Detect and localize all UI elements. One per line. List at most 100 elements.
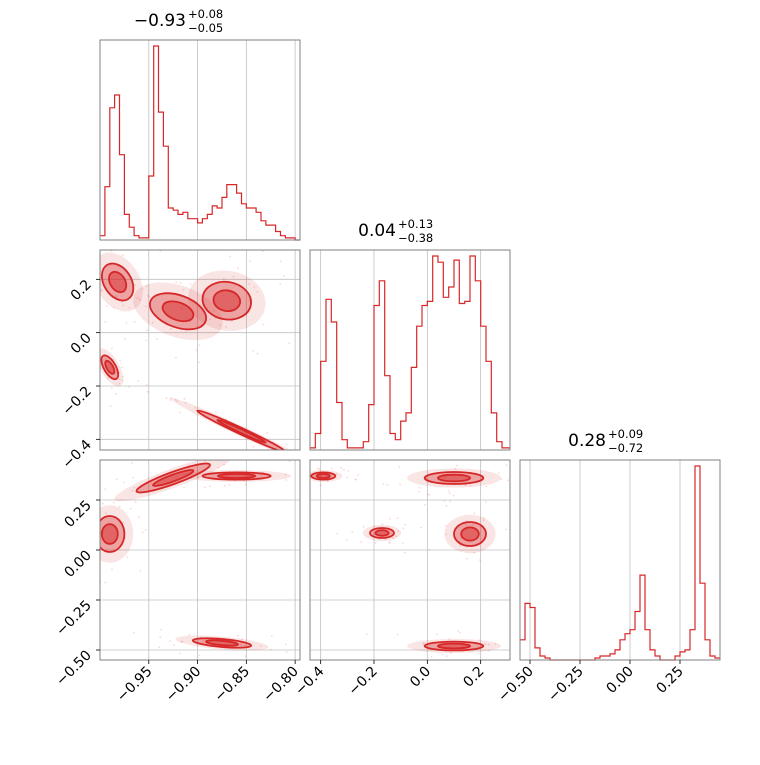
panel-p2_vs_p1-cluster-4-contour-inner (460, 526, 480, 542)
x-tick-label-1-2: 0.0 (407, 664, 434, 691)
panel-p1_vs_p0-cluster-2-point-25 (279, 283, 282, 286)
panel-p2_vs_p0-cluster-3-point-18 (183, 486, 185, 489)
panel-p2_vs_p0-cluster-4-point-0 (172, 644, 175, 647)
panel-p1_vs_p0-cluster-3-point-23 (334, 275, 336, 277)
panel-p1_vs_p0-cluster-5-point-5 (194, 407, 197, 409)
panel-p2_vs_p0-cluster-1-point-11 (88, 568, 90, 570)
panel-p2_vs_p1-cluster-5-point-22 (448, 638, 451, 640)
panel-p1_vs_p0-cluster-2-point-17 (198, 344, 201, 347)
panel-p2_vs_p0-cluster-3-point-16 (244, 483, 247, 486)
panel-p2_vs_p1-cluster-1-point-26 (318, 468, 321, 470)
hist-0-title-minus: −0.05 (188, 21, 223, 35)
panel-p2_vs_p0-cluster-1-point-6 (126, 556, 129, 559)
panel-p1_vs_p0-cluster-2-point-18 (122, 304, 125, 307)
panel-p1_vs_p0-cluster-5-point-9 (169, 397, 172, 400)
panel-p2_vs_p1-cluster-3-point-26 (362, 525, 365, 528)
panel-p1_vs_p0-cluster-1-point-12 (139, 298, 141, 301)
panel-p2_vs_p1-cluster-3-point-13 (396, 517, 399, 520)
panel-p1_vs_p0-cluster-5-point-22 (302, 455, 304, 457)
panel-p1_vs_p0-cluster-1-point-10 (134, 284, 137, 286)
hist-2-title-minus: −0.72 (608, 441, 643, 455)
panel-p1_vs_p0-cluster-2-point-14 (209, 318, 212, 321)
panel-p2_vs_p1-cluster-4-point-1 (465, 557, 468, 560)
panel-p1_vs_p0-cluster-4-point-9 (91, 326, 93, 328)
panel-p2_vs_p1-cluster-1-point-8 (354, 478, 357, 481)
panel-p1_vs_p0-cluster-5-point-21 (174, 398, 177, 401)
panel-p2_vs_p1-cluster-4-point-17 (483, 517, 485, 520)
panel-p2_vs_p1-cluster-1-point-27 (288, 472, 290, 474)
panel-p2_vs_p1-cluster-1-point-14 (302, 473, 304, 475)
panel-p1_vs_p0-cluster-3-point-18 (180, 307, 183, 310)
panel-p2_vs_p1-cluster-4-point-23 (445, 504, 448, 507)
panel-p2_vs_p1-cluster-3-point-0 (360, 541, 363, 543)
panel-p1_vs_p0-cluster-4-point-19 (111, 387, 113, 389)
panel-p2_vs_p1-cluster-5-point-17 (487, 643, 490, 646)
panel-p2_vs_p1-cluster-5-point-20 (459, 631, 461, 634)
panel-p2_vs_p1-cluster-4-point-24 (473, 512, 476, 515)
x-tick-label-1-1: −0.2 (345, 664, 380, 699)
panel-p2_vs_p0-cluster-4-point-8 (240, 643, 243, 646)
panel-p2_vs_p0-cluster-2-point-27 (260, 431, 262, 433)
panel-p2_vs_p1-cluster-4-point-27 (428, 549, 431, 551)
panel-p1_vs_p0-cluster-2-point-2 (237, 267, 240, 269)
panel-p1_vs_p0-cluster-1-point-23 (65, 243, 67, 245)
panel-p2_vs_p0-cluster-1-point-1 (89, 544, 91, 546)
panel-p1_vs_p0-cluster-4-point-25 (118, 382, 121, 385)
panel-p2_vs_p1-cluster-3-point-27 (389, 518, 392, 520)
panel-p2_vs_p0-frame (99, 459, 301, 661)
panel-p2_vs_p0-cluster-4-point-19 (237, 634, 239, 637)
panel-p1_vs_p0-cluster-4-point-12 (137, 380, 139, 382)
panel-p2_vs_p0-cluster-3-point-14 (203, 486, 206, 489)
panel-p2_vs_p1-cluster-5-point-14 (423, 642, 425, 645)
x-tick-label-1-0: −0.4 (292, 663, 327, 698)
panel-p2_vs_p1-cluster-3-point-22 (336, 532, 339, 535)
panel-p2_vs_p1-cluster-3-point-14 (403, 551, 406, 554)
panel-p2_vs_p1-cluster-2-point-13 (355, 478, 358, 481)
panel-p1_vs_p0-cluster-2-point-9 (145, 305, 147, 308)
x-tick-label-2-3: 0.25 (653, 664, 686, 697)
panel-p2_vs_p0-cluster-3-point-19 (131, 462, 133, 464)
panel-p2_vs_p0-cluster-3-point-1 (209, 485, 211, 488)
panel-p1_vs_p0-cluster-1-point-5 (156, 338, 159, 340)
panel-p1_vs_p0-cluster-1-point-19 (125, 321, 128, 324)
panel-p2_vs_p1-cluster-3-point-17 (445, 533, 448, 536)
panel-p2_vs_p1-cluster-4-point-8 (479, 559, 481, 562)
panel-p1_vs_p0-cluster-5-point-26 (178, 411, 181, 414)
panel-p2_vs_p0-cluster-2-point-24 (132, 476, 135, 479)
panel-p1_vs_p0-cluster-5-point-16 (183, 398, 186, 400)
panel-p2_vs_p0-cluster-1-point-15 (144, 529, 147, 531)
panel-p2_vs_p1-cluster-5-point-27 (484, 643, 487, 645)
panel-p1_vs_p0-cluster-4-contour-inner (104, 359, 116, 375)
panel-p2_vs_p0-cluster-4-point-6 (241, 638, 244, 641)
panel-p2_vs_p1-cluster-2-point-18 (505, 464, 508, 467)
hist-1-step-line (310, 255, 510, 449)
panel-p1_vs_p0-cluster-3-point-22 (249, 260, 251, 263)
panel-p2_vs_p1-marks (288, 464, 510, 677)
panel-p2_vs_p1-cluster-4-point-10 (472, 523, 474, 526)
panel-p2_vs_p0-cluster-2-contour-inner (152, 469, 195, 487)
y-tick-label-1-0: 0.2 (68, 277, 95, 304)
panel-p2_vs_p1-cluster-4-point-12 (505, 528, 508, 531)
panel-p1_vs_p0-cluster-1-contour-inner (108, 270, 128, 294)
panel-p2_vs_p1-cluster-2-point-0 (386, 483, 389, 486)
panel-p2_vs_p0-cluster-4-point-22 (312, 642, 314, 644)
panel-p1_vs_p0-cluster-2-point-7 (145, 285, 148, 288)
panel-p2_vs_p1-cluster-5-point-10 (494, 643, 497, 646)
panel-p2_vs_p0-cluster-4-point-5 (285, 651, 288, 653)
hist-2-title-median: 0.28 (568, 431, 606, 451)
panel-p2_vs_p1-cluster-1-point-1 (335, 473, 338, 475)
panel-p2_vs_p1-cluster-3-point-25 (381, 523, 384, 526)
panel-p2_vs_p0-cluster-1-point-27 (139, 569, 142, 572)
panel-p2_vs_p1-cluster-5-point-24 (442, 675, 444, 677)
panel-p2_vs_p1-cluster-3-point-18 (374, 541, 377, 544)
panel-p2_vs_p1-cluster-5-point-9 (478, 639, 481, 641)
panel-p1_vs_p0-cluster-4-point-14 (145, 384, 148, 387)
panel-p1_vs_p0-cluster-4-point-18 (115, 371, 118, 374)
panel-p1_vs_p0-cluster-4-point-21 (114, 392, 117, 395)
panel-p2_vs_p0-cluster-4-point-27 (160, 628, 163, 631)
panel-p2_vs_p1-cluster-1-point-24 (326, 479, 329, 482)
panel-p2_vs_p0-cluster-2-point-9 (197, 476, 200, 479)
panel-p2_vs_p1-cluster-4-point-14 (449, 500, 451, 503)
panel-p1_vs_p0-cluster-3-point-26 (262, 323, 264, 326)
panel-p2_vs_p0-cluster-1-point-18 (141, 531, 144, 534)
